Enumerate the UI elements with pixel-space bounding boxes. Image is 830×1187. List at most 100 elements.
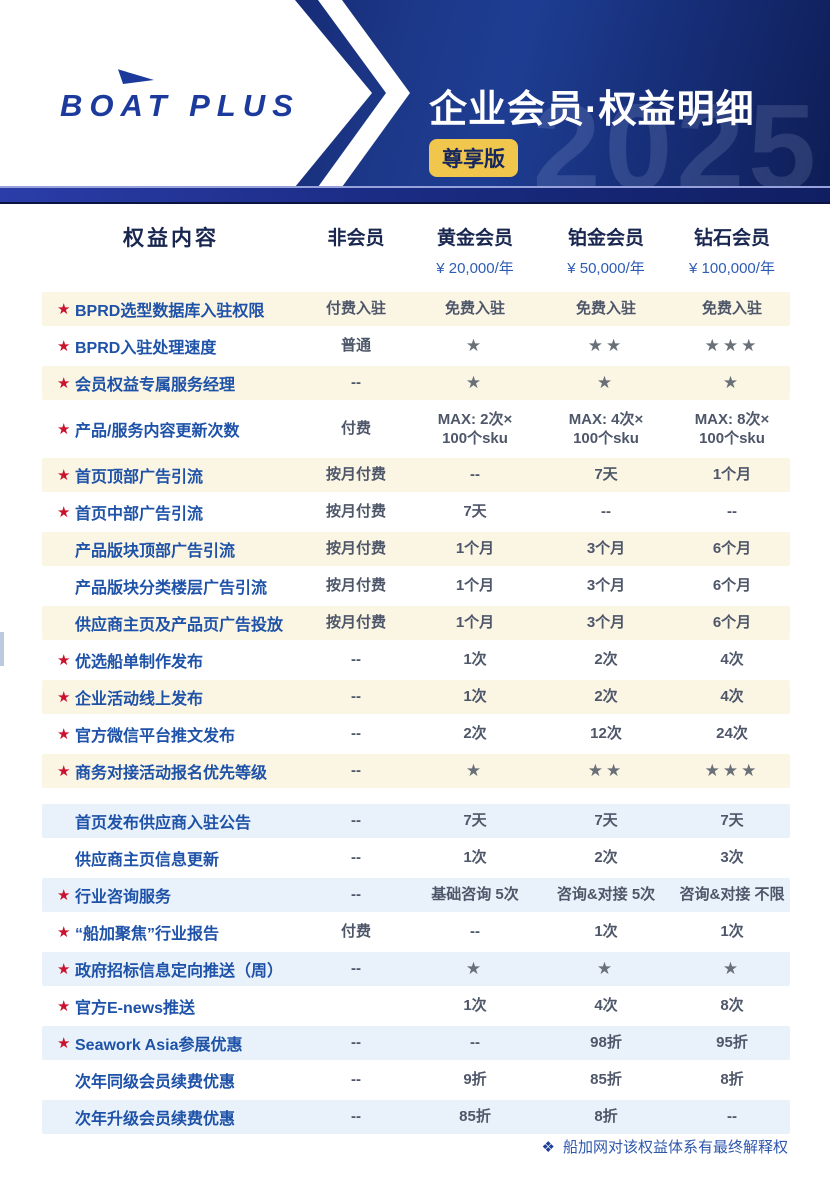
red-star-icon: ★ bbox=[57, 338, 71, 355]
table-row: 次年同级会员续费优惠 -- 9折 85折 8折 bbox=[42, 1063, 790, 1097]
benefit-label-cell: 产品版块顶部广告引流 bbox=[42, 537, 300, 561]
value-gold: -- bbox=[470, 1034, 480, 1052]
column-header-diamond: 钻石会员 ¥ 100,000/年 bbox=[674, 226, 790, 278]
benefit-label: 供应商主页信息更新 bbox=[75, 852, 220, 869]
value-diamond: 95折 bbox=[716, 1034, 748, 1052]
value-platinum: 1次 bbox=[594, 923, 618, 941]
table-row: ★ 行业咨询服务 -- 基础咨询 5次 咨询&对接 5次 咨询&对接 不限 bbox=[42, 878, 790, 912]
benefit-label-cell: ★ 企业活动线上发布 bbox=[42, 685, 300, 709]
value-nonmember: -- bbox=[351, 1108, 361, 1126]
benefit-label-cell: ★ 行业咨询服务 bbox=[42, 883, 300, 907]
value-diamond: 6个月 bbox=[712, 614, 752, 632]
red-star-icon: ★ bbox=[57, 924, 71, 941]
value-diamond: 7天 bbox=[720, 812, 744, 830]
benefit-label-cell: 次年升级会员续费优惠 bbox=[42, 1105, 300, 1129]
benefit-label-cell: ★ 优选船单制作发布 bbox=[42, 648, 300, 672]
benefit-label: 首页中部广告引流 bbox=[75, 506, 204, 523]
value-gold: ★ bbox=[465, 372, 485, 392]
value-platinum: 4次 bbox=[594, 997, 618, 1015]
benefit-label-cell: ★ 会员权益专属服务经理 bbox=[42, 371, 300, 395]
benefit-label-cell: 供应商主页及产品页广告投放 bbox=[42, 611, 300, 635]
table-row: ★ 首页顶部广告引流 按月付费 -- 7天 1个月 bbox=[42, 458, 790, 492]
table-row: ★ 优选船单制作发布 -- 1次 2次 4次 bbox=[42, 643, 790, 677]
benefits-rows: ★ BPRD选型数据库入驻权限 付费入驻 免费入驻 免费入驻 免费入驻 ★ BP… bbox=[42, 292, 790, 1134]
benefit-label-cell: ★ BPRD入驻处理速度 bbox=[42, 334, 300, 358]
value-diamond: 4次 bbox=[720, 688, 744, 706]
gold-price: ¥ 20,000/年 bbox=[436, 260, 514, 277]
red-star-icon: ★ bbox=[57, 689, 71, 706]
value-gold: 免费入驻 bbox=[444, 300, 505, 318]
white-chevron-shape bbox=[0, 0, 372, 187]
benefit-label-cell: ★ Seawork Asia参展优惠 bbox=[42, 1031, 300, 1055]
benefit-label: 次年升级会员续费优惠 bbox=[75, 1111, 236, 1128]
benefit-label-cell: ★ 官方E-news推送 bbox=[42, 994, 300, 1018]
value-platinum: 免费入驻 bbox=[575, 300, 636, 318]
red-star-icon: ★ bbox=[57, 375, 71, 392]
value-diamond: 6个月 bbox=[712, 540, 752, 558]
value-nonmember: -- bbox=[351, 374, 361, 392]
diamond-icon: ❖ bbox=[541, 1139, 555, 1156]
value-gold: 1个月 bbox=[455, 614, 495, 632]
value-diamond: -- bbox=[727, 1108, 737, 1126]
value-gold: 1次 bbox=[463, 997, 487, 1015]
benefit-label-cell: ★ 首页中部广告引流 bbox=[42, 500, 300, 524]
value-diamond: 免费入驻 bbox=[701, 300, 762, 318]
table-row: ★ 商务对接活动报名优先等级 -- ★ ★★ ★★★ bbox=[42, 754, 790, 788]
footer-note: ❖ 船加网对该权益体系有最终解释权 bbox=[542, 1136, 788, 1157]
value-platinum: 7天 bbox=[594, 466, 618, 484]
value-nonmember: -- bbox=[351, 688, 361, 706]
value-gold: MAX: 2次× 100个sku bbox=[437, 410, 513, 448]
table-row: ★ 首页中部广告引流 按月付费 7天 -- -- bbox=[42, 495, 790, 529]
benefit-label-cell: ★ 产品/服务内容更新次数 bbox=[42, 417, 300, 441]
red-star-icon: ★ bbox=[57, 763, 71, 780]
value-diamond: ★ bbox=[722, 958, 742, 978]
value-nonmember: 按月付费 bbox=[325, 466, 386, 484]
benefit-label: BPRD入驻处理速度 bbox=[75, 340, 217, 357]
value-diamond: ★★★ bbox=[704, 760, 760, 780]
red-star-icon: ★ bbox=[57, 652, 71, 669]
red-star-icon: ★ bbox=[57, 1035, 71, 1052]
diamond-price: ¥ 100,000/年 bbox=[689, 260, 775, 277]
value-nonmember: -- bbox=[351, 849, 361, 867]
benefit-column-header: 权益内容 bbox=[123, 227, 219, 250]
table-row: ★ Seawork Asia参展优惠 -- -- 98折 95折 bbox=[42, 1026, 790, 1060]
benefit-label: 政府招标信息定向推送（周） bbox=[75, 963, 284, 980]
value-gold: 1个月 bbox=[455, 577, 495, 595]
benefit-label: 首页发布供应商入驻公告 bbox=[75, 815, 252, 832]
value-platinum: 2次 bbox=[594, 688, 618, 706]
value-diamond: 24次 bbox=[716, 725, 748, 743]
value-platinum: ★★ bbox=[587, 760, 625, 780]
table-row: ★ 会员权益专属服务经理 -- ★ ★ ★ bbox=[42, 366, 790, 400]
value-gold: 7天 bbox=[463, 503, 487, 521]
benefit-label-cell: ★ “船加聚焦”行业报告 bbox=[42, 920, 300, 944]
benefit-label-cell: ★ 商务对接活动报名优先等级 bbox=[42, 759, 300, 783]
table-row: 供应商主页及产品页广告投放 按月付费 1个月 3个月 6个月 bbox=[42, 606, 790, 640]
value-diamond: 4次 bbox=[720, 651, 744, 669]
value-diamond: 8次 bbox=[720, 997, 744, 1015]
value-platinum: -- bbox=[601, 503, 611, 521]
value-platinum: 8折 bbox=[594, 1108, 618, 1126]
table-row: ★ 官方E-news推送 1次 4次 8次 bbox=[42, 989, 790, 1023]
benefit-label: 首页顶部广告引流 bbox=[75, 469, 204, 486]
value-nonmember: 按月付费 bbox=[325, 614, 386, 632]
benefit-label-cell: 产品版块分类楼层广告引流 bbox=[42, 574, 300, 598]
value-platinum: 咨询&对接 5次 bbox=[556, 886, 656, 904]
edition-badge: 尊享版 bbox=[429, 139, 518, 177]
value-platinum: 85折 bbox=[590, 1071, 622, 1089]
table-row: 产品版块分类楼层广告引流 按月付费 1个月 3个月 6个月 bbox=[42, 569, 790, 603]
benefit-label: 官方微信平台推文发布 bbox=[75, 728, 236, 745]
benefit-label: 产品版块顶部广告引流 bbox=[75, 543, 236, 560]
table-row: 产品版块顶部广告引流 按月付费 1个月 3个月 6个月 bbox=[42, 532, 790, 566]
benefit-label: 优选船单制作发布 bbox=[75, 654, 204, 671]
value-platinum: ★ bbox=[596, 372, 616, 392]
table-row: ★ 企业活动线上发布 -- 1次 2次 4次 bbox=[42, 680, 790, 714]
value-gold: 9折 bbox=[463, 1071, 487, 1089]
value-gold: 2次 bbox=[463, 725, 487, 743]
benefit-label: 供应商主页及产品页广告投放 bbox=[75, 617, 284, 634]
value-nonmember: -- bbox=[351, 1034, 361, 1052]
value-platinum: 12次 bbox=[590, 725, 622, 743]
value-diamond: ★ bbox=[722, 372, 742, 392]
brand-logo-text: BOAT PLUS bbox=[60, 88, 300, 123]
value-gold: 1个月 bbox=[455, 540, 495, 558]
value-gold: -- bbox=[470, 923, 480, 941]
